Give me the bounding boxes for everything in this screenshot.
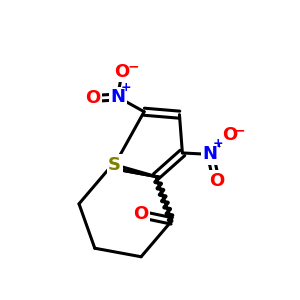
Text: O: O: [85, 89, 100, 107]
Text: O: O: [222, 126, 237, 144]
Text: N: N: [203, 146, 218, 164]
Text: O: O: [208, 172, 224, 190]
Text: +: +: [212, 137, 223, 150]
Text: −: −: [128, 60, 139, 74]
Text: O: O: [133, 206, 148, 224]
Text: +: +: [121, 81, 131, 94]
Text: O: O: [114, 63, 130, 81]
Text: S: S: [108, 156, 121, 174]
Text: N: N: [110, 88, 125, 106]
Text: −: −: [234, 123, 246, 137]
